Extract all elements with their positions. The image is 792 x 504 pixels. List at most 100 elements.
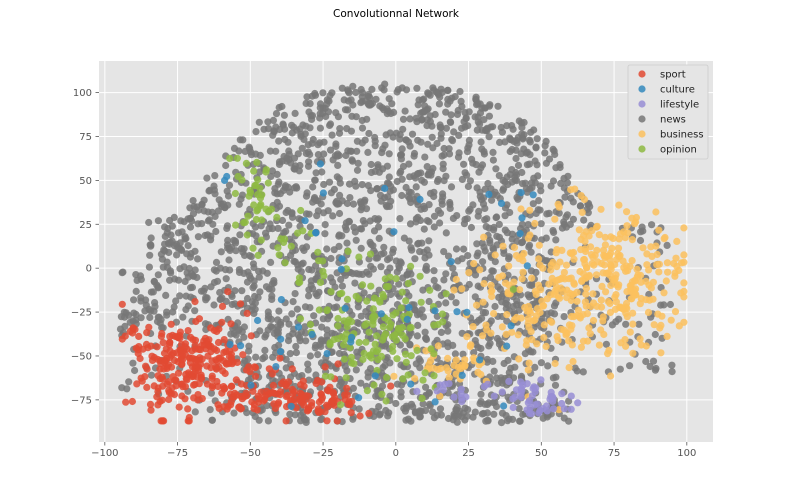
point-news xyxy=(357,244,365,252)
point-news xyxy=(534,172,542,180)
point-opinion xyxy=(369,321,377,329)
point-news xyxy=(335,129,344,137)
point-culture xyxy=(301,217,309,225)
point-news xyxy=(380,243,388,251)
point-sport xyxy=(282,417,290,425)
point-lifestyle xyxy=(433,387,441,395)
point-lifestyle xyxy=(517,378,525,386)
point-news xyxy=(309,183,317,191)
point-business xyxy=(578,208,586,216)
legend-marker-lifestyle xyxy=(638,100,646,108)
point-news xyxy=(393,380,402,388)
point-news xyxy=(154,217,162,225)
point-news xyxy=(147,241,155,249)
point-news xyxy=(422,383,430,391)
point-opinion xyxy=(250,167,258,175)
point-culture xyxy=(277,296,285,304)
point-news xyxy=(272,123,280,131)
point-news xyxy=(269,116,277,124)
point-news xyxy=(278,102,286,111)
point-news xyxy=(399,115,408,123)
point-news xyxy=(478,161,487,169)
point-news xyxy=(371,215,379,223)
point-news xyxy=(492,165,500,173)
point-news xyxy=(285,221,293,229)
point-business xyxy=(517,205,525,213)
point-news xyxy=(324,315,332,323)
point-news xyxy=(501,212,509,220)
point-news xyxy=(479,308,487,317)
point-news xyxy=(304,162,313,170)
point-news xyxy=(471,293,479,301)
point-news xyxy=(442,108,450,116)
point-business xyxy=(458,361,466,369)
point-sport xyxy=(158,329,166,338)
legend-marker-sport xyxy=(638,70,646,78)
point-business xyxy=(508,328,516,336)
point-news xyxy=(425,237,433,245)
point-sport xyxy=(191,341,199,349)
point-news xyxy=(497,123,505,132)
point-business xyxy=(582,263,591,271)
point-opinion xyxy=(426,286,434,294)
point-sport xyxy=(167,320,175,328)
point-business xyxy=(577,343,586,351)
point-business xyxy=(673,262,681,270)
point-sport xyxy=(214,401,222,409)
point-news xyxy=(411,174,419,182)
point-opinion xyxy=(396,325,404,334)
point-business xyxy=(545,280,553,288)
point-news xyxy=(272,147,280,155)
point-news xyxy=(433,177,442,185)
point-news xyxy=(437,411,445,419)
point-news xyxy=(357,85,365,94)
point-news xyxy=(550,310,559,318)
point-opinion xyxy=(243,231,251,239)
y-tick-label: 25 xyxy=(79,220,92,231)
point-opinion xyxy=(368,313,376,322)
point-business xyxy=(559,288,567,296)
point-news xyxy=(375,234,383,242)
point-news xyxy=(524,221,532,229)
point-sport xyxy=(191,298,199,306)
point-culture xyxy=(518,214,526,222)
point-news xyxy=(446,97,454,105)
point-culture xyxy=(287,402,295,410)
point-business xyxy=(593,222,601,230)
point-sport xyxy=(227,350,235,358)
point-news xyxy=(352,88,360,97)
legend: sport culture lifestyle news business opinion xyxy=(627,64,709,160)
point-business xyxy=(474,368,482,376)
point-business xyxy=(580,256,588,264)
point-culture xyxy=(390,228,398,236)
point-news xyxy=(249,260,257,268)
point-business xyxy=(568,341,576,349)
point-business xyxy=(569,357,577,366)
point-news xyxy=(412,215,420,223)
point-opinion xyxy=(246,189,255,197)
point-news xyxy=(252,232,260,240)
point-news xyxy=(415,239,423,247)
point-business xyxy=(634,271,642,279)
point-news xyxy=(500,359,508,368)
point-opinion xyxy=(373,332,381,340)
point-news xyxy=(502,305,510,313)
point-business xyxy=(585,232,593,240)
point-business xyxy=(570,255,578,263)
point-business xyxy=(604,297,612,306)
point-news xyxy=(267,258,275,266)
point-sport xyxy=(207,324,215,332)
point-opinion xyxy=(258,216,266,224)
point-news xyxy=(527,128,535,136)
point-news xyxy=(467,223,475,232)
point-news xyxy=(182,306,190,314)
point-business xyxy=(461,356,469,364)
point-sport xyxy=(159,382,167,390)
point-business xyxy=(547,291,555,299)
point-opinion xyxy=(347,353,356,361)
point-news xyxy=(230,236,238,244)
point-news xyxy=(455,131,463,139)
point-culture xyxy=(516,230,524,238)
point-news xyxy=(448,137,457,145)
point-news xyxy=(388,100,396,108)
